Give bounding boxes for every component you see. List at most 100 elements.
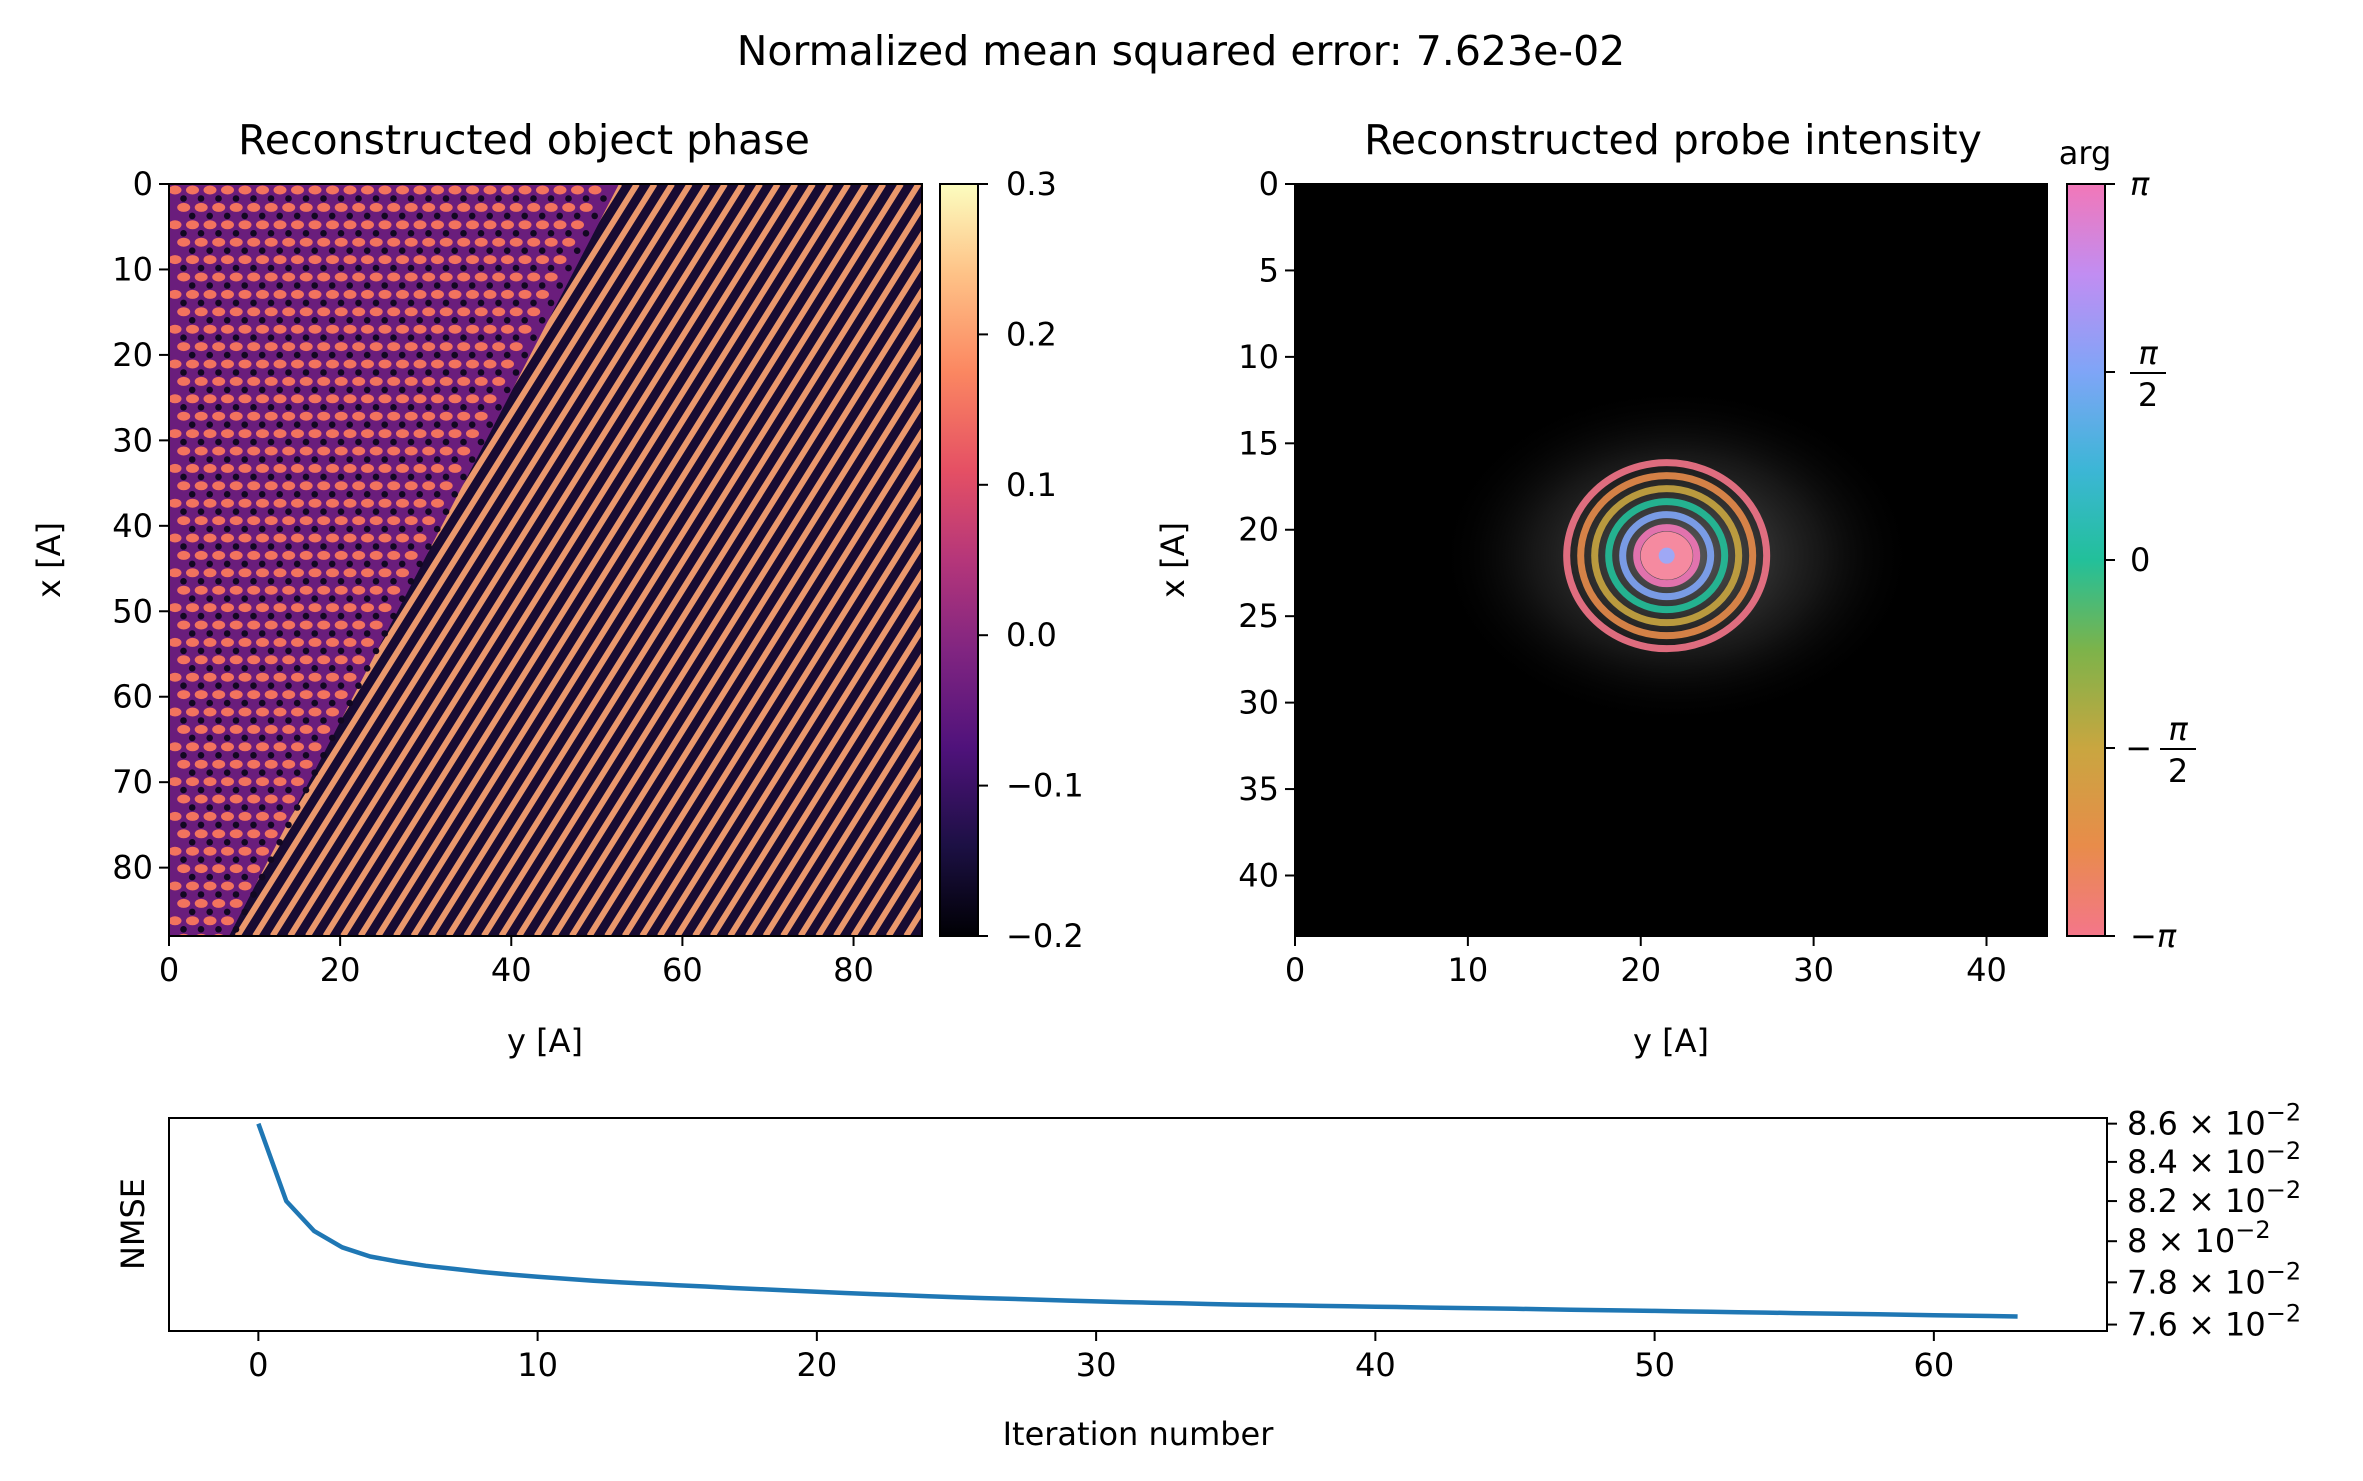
lattice-hole <box>293 560 301 568</box>
lattice-hole <box>372 264 380 272</box>
lattice-hole <box>381 630 389 637</box>
lattice-hole <box>223 734 231 742</box>
lattice-dot <box>492 237 506 247</box>
lattice-hole <box>503 317 511 324</box>
lattice-hole <box>250 786 257 794</box>
lattice-hole <box>188 247 196 254</box>
lattice-hole <box>232 264 240 272</box>
lattice-hole <box>416 491 424 498</box>
lattice-dot <box>238 463 252 473</box>
nmse-xlabel: Iteration number <box>1003 1415 1275 1453</box>
lattice-hole <box>468 386 476 394</box>
lattice-dot <box>238 289 252 299</box>
lattice-hole <box>267 786 275 794</box>
lattice-dot <box>308 429 322 439</box>
lattice-dot <box>308 533 322 543</box>
lattice-hole <box>224 943 231 950</box>
lattice-dot <box>387 376 401 386</box>
lattice-dot <box>229 550 243 560</box>
lattice-hole <box>188 491 196 498</box>
lattice-dot <box>203 916 217 926</box>
lattice-dot <box>317 481 331 491</box>
lattice-hole <box>180 786 187 794</box>
lattice-hole <box>241 560 248 568</box>
lattice-hole <box>241 421 248 429</box>
lattice-hole <box>188 282 196 289</box>
lattice-hole <box>206 212 213 220</box>
lattice-dot <box>247 724 261 734</box>
lattice-dot <box>212 620 226 630</box>
lattice-dot <box>404 446 418 456</box>
lattice-hole <box>197 647 205 655</box>
lattice-dot <box>361 359 374 369</box>
lattice-dot <box>282 446 296 456</box>
lattice-hole <box>320 334 327 342</box>
lattice-hole <box>206 491 213 498</box>
lattice-stripe <box>446 184 922 936</box>
lattice-dot <box>369 272 383 282</box>
lattice-hole <box>328 560 336 568</box>
lattice-dot <box>238 777 252 787</box>
probe-center <box>1658 547 1675 564</box>
lattice-hole <box>293 525 301 533</box>
lattice-dot <box>448 185 462 195</box>
lattice-hole <box>363 665 371 672</box>
lattice-dot <box>361 394 374 404</box>
lattice-hole <box>197 717 205 724</box>
lattice-dot <box>378 185 392 195</box>
lattice-hole <box>328 421 336 429</box>
lattice-hole <box>232 717 240 724</box>
lattice-hole <box>372 647 380 655</box>
lattice-hole <box>293 282 301 289</box>
lattice-stripe <box>358 184 834 936</box>
lattice-dot <box>317 446 331 456</box>
lattice-hole <box>425 508 432 515</box>
lattice-hole <box>433 525 441 533</box>
lattice-dot <box>212 307 226 317</box>
lattice-dot <box>221 185 234 195</box>
lattice-stripe <box>0 184 144 936</box>
lattice-dot <box>186 498 199 508</box>
lattice-hole <box>477 334 485 342</box>
lattice-hole <box>206 943 213 950</box>
lattice-dot <box>404 342 418 352</box>
lattice-dot <box>317 411 331 421</box>
lattice-dot <box>264 829 278 839</box>
lattice-dot <box>291 429 304 439</box>
lattice-dot <box>317 516 331 526</box>
lattice-hole <box>276 665 284 672</box>
lattice-dot <box>387 237 401 247</box>
lattice-dot <box>273 533 287 543</box>
lattice-hole <box>180 926 187 933</box>
lattice-dot <box>212 759 226 769</box>
lattice-dot <box>317 307 331 317</box>
lattice-dot <box>299 411 313 421</box>
lattice-dot <box>282 202 296 212</box>
lattice-hole <box>189 943 196 950</box>
lattice-hole <box>407 543 415 550</box>
lattice-dot <box>229 516 243 526</box>
lattice-dot <box>186 429 199 439</box>
lattice-dot <box>317 620 331 630</box>
lattice-hole <box>258 804 266 811</box>
lattice-dot <box>553 185 567 195</box>
lattice-dot <box>369 237 383 247</box>
lattice-dot <box>282 237 296 247</box>
lattice-hole <box>398 282 406 289</box>
lattice-hole <box>215 404 222 411</box>
lattice-hole <box>451 247 459 254</box>
y-tick-label: 8 × 10−2 <box>2127 1216 2271 1260</box>
lattice-dot <box>562 237 576 247</box>
lattice-dot <box>334 202 348 212</box>
lattice-hole <box>311 317 319 324</box>
probe-colorbar-label: arg <box>2059 134 2112 172</box>
lattice-hole <box>390 438 397 446</box>
nmse-frame <box>168 1117 2108 1332</box>
lattice-dot <box>334 237 348 247</box>
lattice-hole <box>381 525 389 533</box>
lattice-dot <box>404 202 418 212</box>
lattice-hole <box>328 595 336 602</box>
lattice-dot <box>466 220 479 230</box>
lattice-dot <box>247 237 261 247</box>
lattice-dot <box>387 307 401 317</box>
